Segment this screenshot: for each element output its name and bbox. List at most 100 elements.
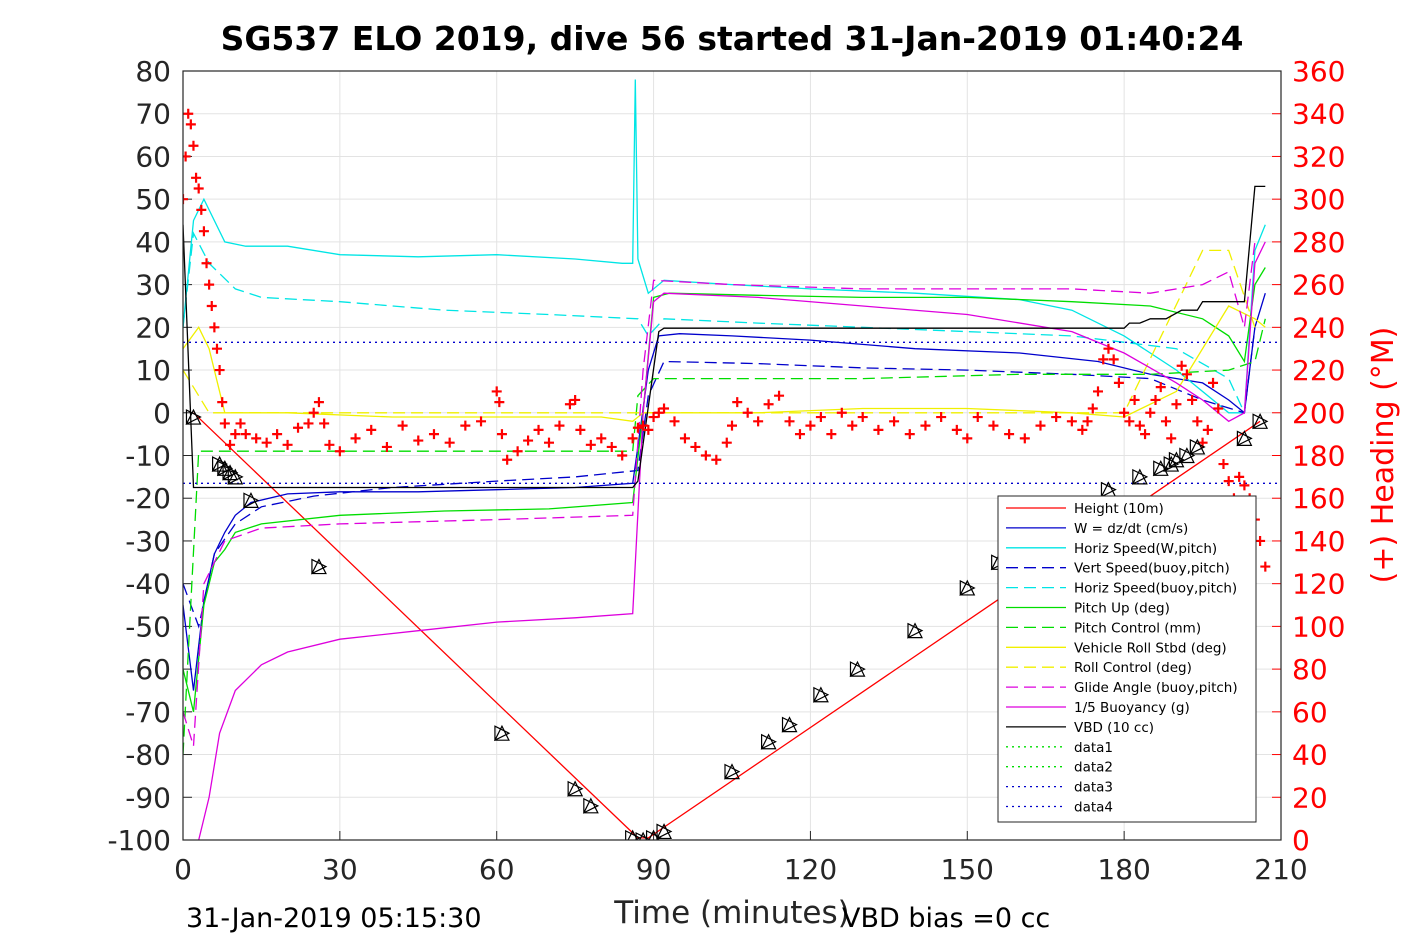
heading-point xyxy=(1145,407,1156,418)
dive-marker xyxy=(493,724,511,742)
heading-point xyxy=(476,416,487,427)
heading-point xyxy=(711,454,722,465)
heading-point xyxy=(1066,416,1077,427)
heading-point xyxy=(1160,416,1171,427)
heading-point xyxy=(196,204,207,215)
heading-point xyxy=(936,412,947,423)
y-tick-label: 10 xyxy=(135,354,171,387)
heading-point xyxy=(1124,416,1135,427)
heading-point xyxy=(334,446,345,457)
y-tick-labels: 80 70 60 50 40 30 20 10 0 -10 -20 -30 -40 -50 -60 -70 -8… xyxy=(107,55,171,857)
y-right-tick-label: 340 xyxy=(1292,98,1345,131)
heading-point xyxy=(1218,459,1229,470)
heading-point xyxy=(261,437,272,448)
heading-point xyxy=(303,418,314,429)
y-tick-label: 80 xyxy=(135,55,171,88)
heading-point xyxy=(585,439,596,450)
series-line-11 xyxy=(183,185,1266,489)
y-tick-label: 40 xyxy=(135,226,171,259)
dive-marker xyxy=(1189,438,1206,455)
heading-point xyxy=(214,365,225,376)
heading-point xyxy=(1019,433,1030,444)
heading-point xyxy=(523,435,534,446)
heading-point xyxy=(183,108,194,119)
heading-point xyxy=(1239,480,1250,491)
heading-point xyxy=(889,416,900,427)
heading-point xyxy=(219,418,230,429)
heading-point xyxy=(494,397,505,408)
y-right-tick-label: 0 xyxy=(1292,824,1310,857)
heading-point xyxy=(669,416,680,427)
heading-point xyxy=(596,433,607,444)
x-tick-label: 90 xyxy=(636,853,672,886)
y-tick-label: 20 xyxy=(135,311,171,344)
heading-point xyxy=(502,454,513,465)
y-right-tick-label: 320 xyxy=(1292,140,1345,173)
heading-point xyxy=(632,422,643,433)
heading-point xyxy=(1171,399,1182,410)
heading-point xyxy=(198,226,209,237)
heading-point xyxy=(193,183,204,194)
heading-point xyxy=(225,439,236,450)
y-tick-label: 50 xyxy=(135,183,171,216)
heading-points xyxy=(183,108,1271,572)
heading-point xyxy=(1213,403,1224,414)
dive-marker xyxy=(1252,412,1269,430)
heading-point xyxy=(308,407,319,418)
dive-marker xyxy=(1178,447,1196,464)
heading-point xyxy=(951,424,962,435)
heading-point xyxy=(211,343,222,354)
dive-marker xyxy=(635,831,652,840)
legend-label: Height (10m) xyxy=(1074,501,1164,517)
heading-point xyxy=(1223,476,1234,487)
heading-point xyxy=(191,172,202,183)
heading-point xyxy=(570,394,581,405)
heading-point xyxy=(1108,354,1119,365)
heading-point xyxy=(606,441,617,452)
x-tick-label: 210 xyxy=(1254,853,1307,886)
heading-point xyxy=(742,407,753,418)
heading-point xyxy=(397,420,408,431)
legend-label: Pitch Up (deg) xyxy=(1074,601,1170,617)
legend-label: W = dz/dt (cm/s) xyxy=(1074,521,1188,537)
y-right-tick-label: 360 xyxy=(1292,55,1345,88)
heading-point xyxy=(324,439,335,450)
heading-point xyxy=(1260,561,1271,572)
heading-point xyxy=(972,412,983,423)
heading-point xyxy=(319,418,330,429)
heading-point xyxy=(366,424,377,435)
x-tick-label: 180 xyxy=(1097,853,1150,886)
dive-marker xyxy=(724,763,741,780)
legend-box xyxy=(997,495,1257,823)
dive-marker xyxy=(1131,468,1149,485)
heading-point xyxy=(805,420,816,431)
heading-point xyxy=(847,420,858,431)
y-right-tick-label: 200 xyxy=(1292,397,1345,430)
x-tick-label: 60 xyxy=(479,853,515,886)
heading-point xyxy=(533,424,544,435)
heading-point xyxy=(235,418,246,429)
heading-point xyxy=(575,424,586,435)
y-right-tick-label: 140 xyxy=(1292,525,1345,558)
legend-label: data1 xyxy=(1074,740,1113,756)
heading-point xyxy=(643,424,654,435)
heading-point xyxy=(794,429,805,440)
heading-point xyxy=(617,450,628,461)
heading-point xyxy=(1082,416,1093,427)
heading-point xyxy=(1208,377,1219,388)
heading-point xyxy=(206,300,217,311)
heading-point xyxy=(201,258,212,269)
heading-point xyxy=(1166,433,1177,444)
heading-point xyxy=(1192,416,1203,427)
series-line-10 xyxy=(198,241,1266,840)
heading-point xyxy=(836,407,847,418)
y-tick-label: -40 xyxy=(125,568,171,601)
heading-point xyxy=(217,397,228,408)
heading-point xyxy=(962,433,973,444)
heading-point xyxy=(183,194,188,205)
series-line-2 xyxy=(183,79,1266,414)
heading-point xyxy=(1176,360,1187,371)
heading-point xyxy=(784,416,795,427)
heading-point xyxy=(763,399,774,410)
